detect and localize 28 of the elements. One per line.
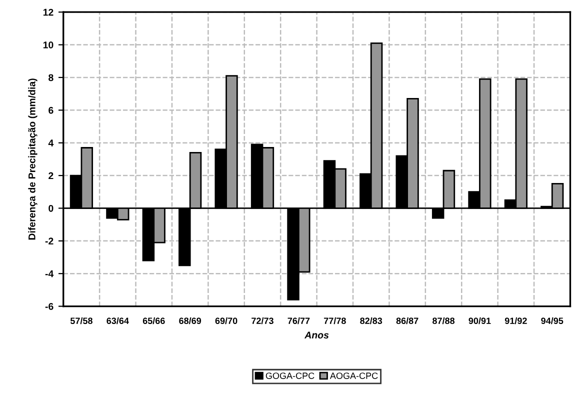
- x-tick-label: 77/78: [324, 317, 346, 324]
- legend-label: AOGA-CPC: [330, 372, 378, 379]
- x-tick-label: 65/66: [142, 317, 165, 324]
- x-tick-label: 82/83: [360, 317, 382, 324]
- x-tick-label: 76/77: [288, 317, 310, 324]
- x-tick-label: 90/91: [468, 317, 491, 324]
- y-tick-label: 8: [48, 74, 54, 82]
- y-tick-label: 2: [48, 172, 54, 180]
- y-tick-label: 0: [48, 204, 54, 212]
- y-tick-label: 4: [48, 140, 54, 146]
- x-tick-label: 94/95: [541, 317, 564, 324]
- x-tick-label: 91/92: [504, 317, 527, 324]
- x-tick-label: 63/64: [106, 317, 129, 324]
- x-tick-label: 57/58: [70, 317, 92, 324]
- x-tick-label: 69/70: [215, 317, 238, 324]
- y-tick-label: -2: [45, 238, 54, 244]
- y-axis-title: Diferença de Precipitação (mm/dia): [28, 78, 38, 240]
- x-tick-label: 68/69: [179, 317, 202, 324]
- y-tick-label: 12: [43, 8, 54, 16]
- x-tick-label: 72/73: [252, 317, 274, 324]
- x-axis-title: Anos: [304, 332, 329, 339]
- x-tick-label: 86/87: [396, 317, 418, 324]
- x-tick-label: 87/88: [432, 317, 455, 324]
- y-tick-label: -4: [45, 270, 54, 278]
- y-tick-label: -6: [45, 303, 54, 310]
- y-tick-label: 6: [48, 106, 54, 114]
- legend-label: GOGA-CPC: [266, 372, 314, 379]
- y-tick-label: 10: [43, 42, 54, 48]
